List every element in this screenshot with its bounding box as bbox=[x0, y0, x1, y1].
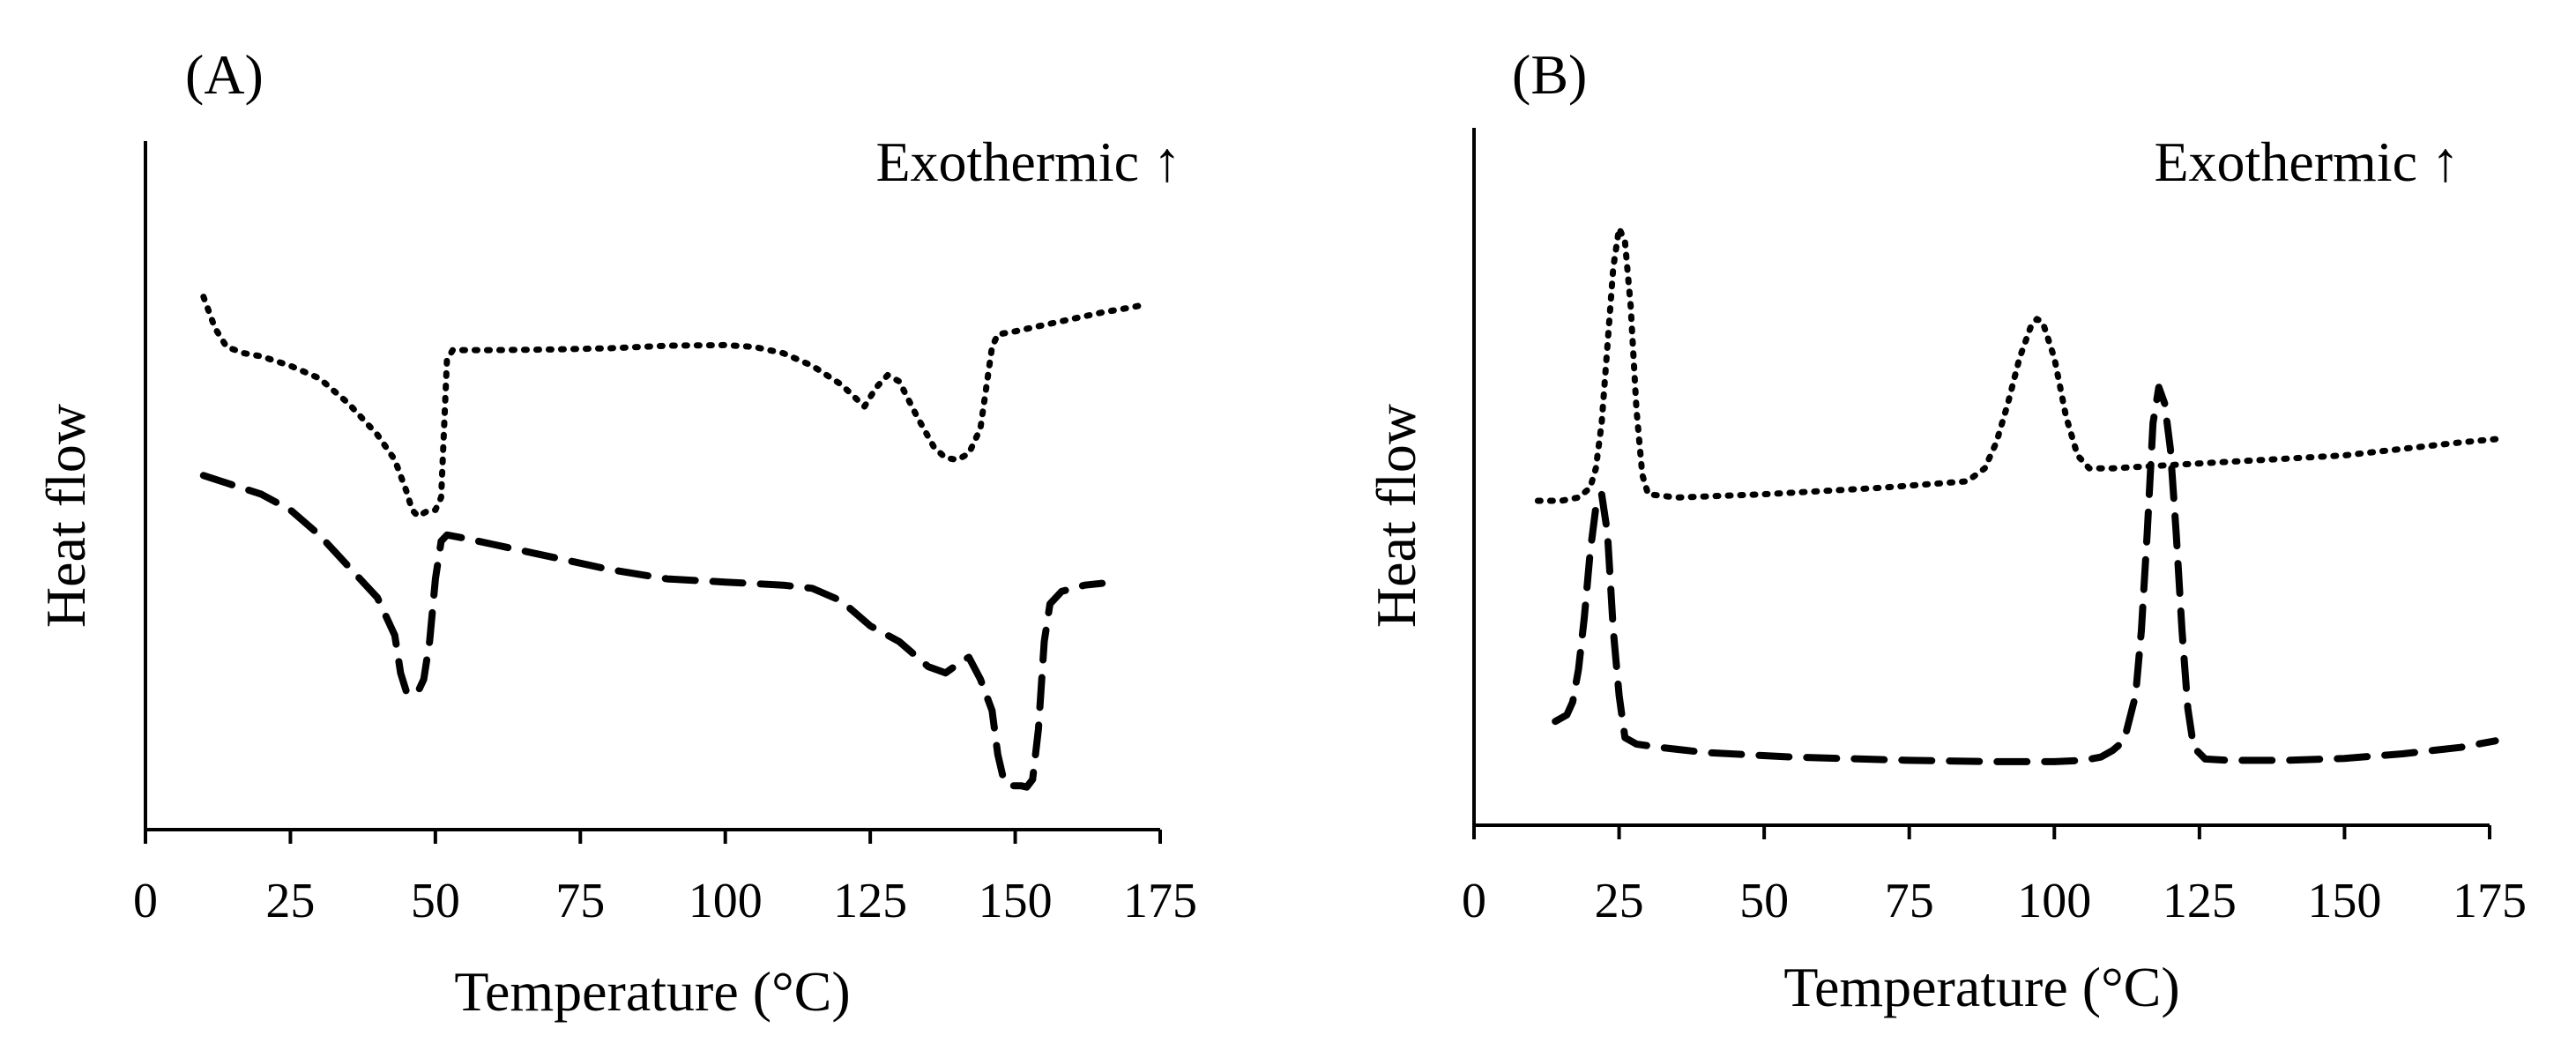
x-tick-label: 0 bbox=[133, 874, 158, 928]
x-ticks-b: 0 25 50 75 100 125 150 175 bbox=[1462, 825, 2527, 928]
x-tick-label: 75 bbox=[555, 874, 605, 928]
panel-b: (B) Exothermic ↑ 0 25 50 75 100 125 150 175 Tem… bbox=[1365, 43, 2527, 1018]
exothermic-annotation-a: Exothermic ↑ bbox=[875, 130, 1181, 193]
panel-label-b: (B) bbox=[1512, 43, 1587, 106]
exothermic-annotation-b: Exothermic ↑ bbox=[2154, 130, 2460, 193]
panel-label-a: (A) bbox=[185, 43, 264, 106]
x-tick-label: 175 bbox=[1123, 874, 1197, 928]
x-tick-label: 125 bbox=[833, 874, 907, 928]
dotted-series-line bbox=[1534, 225, 2499, 504]
x-tick-label: 100 bbox=[689, 874, 763, 928]
x-tick-label: 125 bbox=[2163, 874, 2237, 928]
y-axis-label-a: Heat flow bbox=[34, 404, 97, 628]
x-axis-label-b: Temperature (°C) bbox=[1783, 956, 2179, 1018]
x-ticks-a: 0 25 50 75 100 125 150 175 bbox=[133, 830, 1197, 928]
dashed-series-line bbox=[1552, 384, 2499, 765]
x-tick-label: 0 bbox=[1462, 874, 1486, 928]
y-axis-label-b: Heat flow bbox=[1365, 404, 1427, 628]
panel-a: (A) Exothermic ↑ 0 25 50 75 100 125 150 175 Tem… bbox=[34, 43, 1197, 1023]
series-layer-a bbox=[199, 294, 1146, 791]
x-tick-label: 150 bbox=[2307, 874, 2381, 928]
dotted-series-line bbox=[200, 294, 1146, 519]
x-tick-label: 25 bbox=[1595, 874, 1644, 928]
x-tick-label: 50 bbox=[1739, 874, 1789, 928]
x-tick-label: 75 bbox=[1885, 874, 1934, 928]
x-tick-label: 100 bbox=[2017, 874, 2091, 928]
x-tick-label: 50 bbox=[411, 874, 460, 928]
x-tick-label: 175 bbox=[2453, 874, 2527, 928]
x-tick-label: 25 bbox=[265, 874, 315, 928]
series-layer-b bbox=[1534, 225, 2499, 765]
x-axis-label-a: Temperature (°C) bbox=[454, 960, 850, 1023]
x-tick-label: 150 bbox=[979, 874, 1053, 928]
dashed-series-line bbox=[199, 472, 1106, 791]
